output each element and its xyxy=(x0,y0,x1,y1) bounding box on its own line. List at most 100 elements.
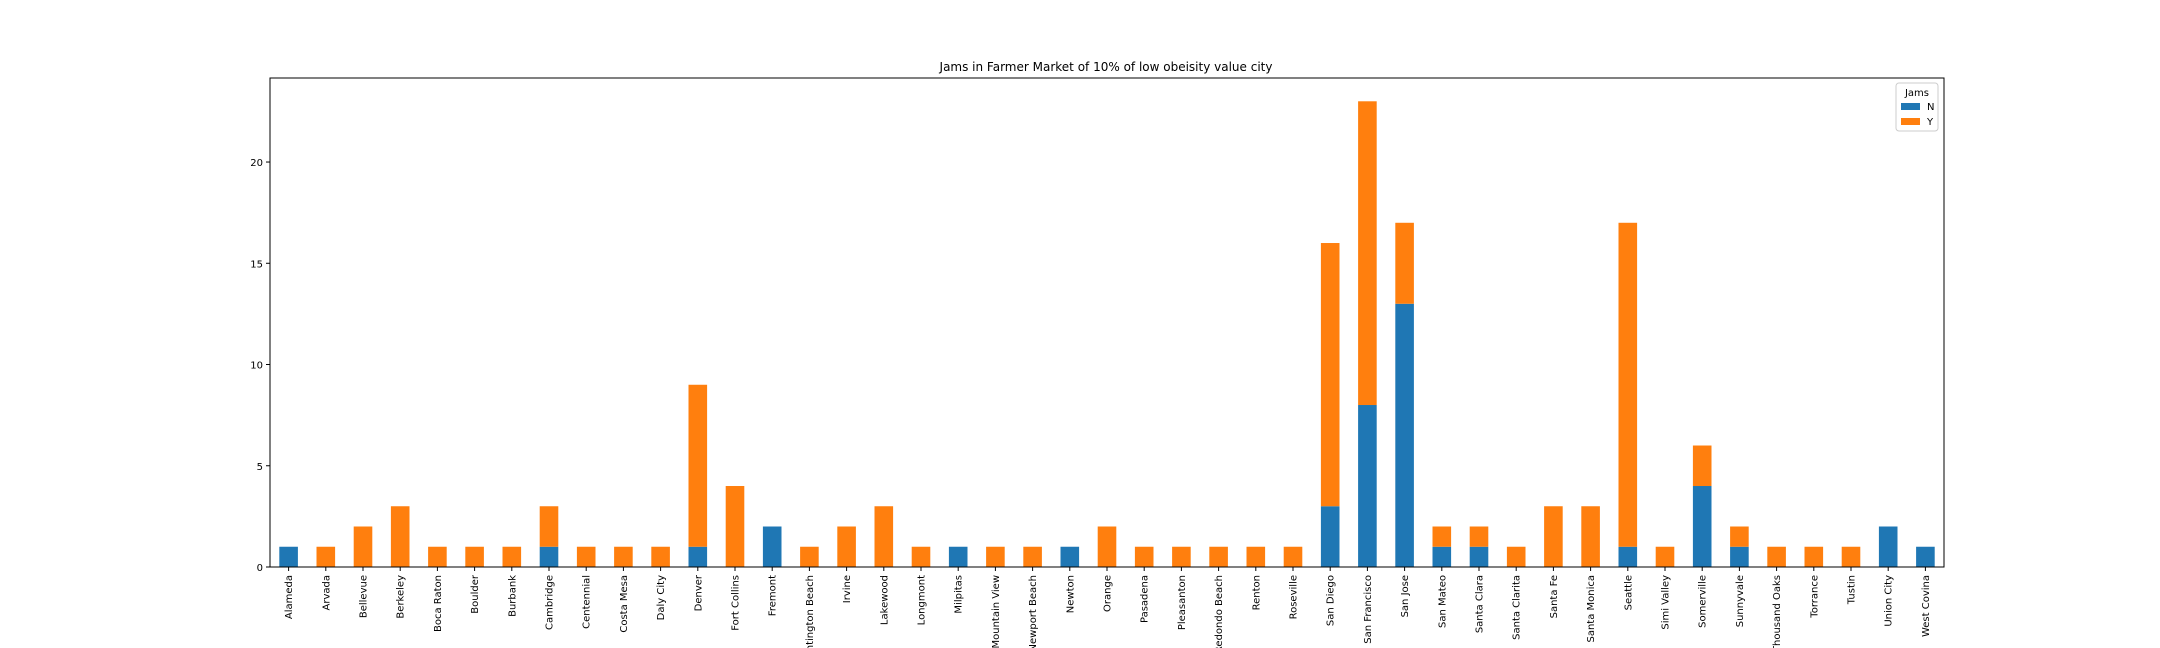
bar-san-mateo-n xyxy=(1432,546,1452,567)
x-tick-label-arvada: Arvada xyxy=(321,575,332,610)
x-tick-label-fremont: Fremont xyxy=(768,575,779,616)
x-tick-label-huntington-beach: Huntington Beach xyxy=(805,575,816,648)
x-tick-label-union-city: Union City xyxy=(1884,575,1895,627)
x-tick-label-seattle: Seattle xyxy=(1623,575,1634,610)
bar-somerville-n xyxy=(1692,486,1712,567)
bar-boulder-y xyxy=(465,546,484,567)
x-tick-label-alameda: Alameda xyxy=(284,575,295,619)
bar-bellevue-y xyxy=(353,526,373,567)
x-tick-label-san-mateo: San Mateo xyxy=(1437,575,1448,628)
bar-santa-clara-n xyxy=(1469,546,1489,567)
x-tick-label-irvine: Irvine xyxy=(842,575,853,603)
bar-santa-fe-y xyxy=(1544,506,1563,567)
bar-thousand-oaks-y xyxy=(1767,546,1786,567)
bar-simi-valley-y xyxy=(1655,546,1675,567)
bar-centennial-y xyxy=(576,546,596,567)
x-tick-label-lakewood: Lakewood xyxy=(879,575,890,625)
x-tick-label-san-francisco: San Francisco xyxy=(1363,575,1374,644)
x-tick-label-boca-raton: Boca Raton xyxy=(433,575,444,632)
bar-seattle-n xyxy=(1618,546,1638,567)
bar-san-francisco-n xyxy=(1358,405,1377,567)
bar-denver-n xyxy=(688,546,708,567)
y-tick-label-20: 20 xyxy=(250,158,263,169)
legend-title: Jams xyxy=(1904,88,1929,99)
bar-san-diego-n xyxy=(1320,506,1340,567)
bar-santa-clara-y xyxy=(1469,526,1489,547)
bar-milpitas-n xyxy=(948,546,968,567)
bar-sunnyvale-y xyxy=(1730,526,1749,547)
bar-denver-y xyxy=(688,384,708,547)
x-tick-label-longmont: Longmont xyxy=(917,575,928,625)
bar-arvada-y xyxy=(316,546,336,567)
y-tick-label-15: 15 xyxy=(250,259,263,270)
x-tick-label-simi-valley: Simi Valley xyxy=(1661,575,1672,630)
x-tick-label-newton: Newton xyxy=(1065,575,1076,613)
x-tick-label-orange: Orange xyxy=(1103,575,1114,612)
x-tick-label-centennial: Centennial xyxy=(582,575,593,629)
x-tick-label-somerville: Somerville xyxy=(1698,575,1709,628)
bar-mountain-view-y xyxy=(986,546,1005,567)
y-tick-label-10: 10 xyxy=(250,361,263,372)
legend-swatch-y xyxy=(1901,118,1920,125)
x-tick-label-boulder: Boulder xyxy=(470,574,481,614)
x-tick-label-milpitas: Milpitas xyxy=(954,575,965,614)
bar-burbank-y xyxy=(502,546,522,567)
bar-santa-monica-y xyxy=(1581,506,1600,567)
x-tick-label-denver: Denver xyxy=(693,574,704,611)
bar-seattle-y xyxy=(1618,222,1638,547)
x-tick-label-west-covina: West Covina xyxy=(1921,575,1932,637)
bar-santa-clarita-y xyxy=(1506,546,1526,567)
bar-torrance-y xyxy=(1804,546,1824,567)
bar-redondo-beach-y xyxy=(1209,546,1228,567)
bar-san-diego-y xyxy=(1320,243,1340,507)
bar-san-jose-n xyxy=(1395,303,1414,567)
legend-swatch-n xyxy=(1901,103,1920,110)
bar-tustin-y xyxy=(1841,546,1861,567)
bar-west-covina-n xyxy=(1916,546,1935,567)
bar-irvine-y xyxy=(837,526,856,567)
x-tick-label-thousand-oaks: Thousand Oaks xyxy=(1772,575,1783,648)
bar-san-jose-y xyxy=(1395,222,1414,304)
bar-alameda-n xyxy=(279,546,298,567)
bar-costa-mesa-y xyxy=(614,546,633,567)
bar-fort-collins-y xyxy=(725,486,745,567)
legend: Jams N Y xyxy=(1895,82,1939,132)
x-tick-label-costa-mesa: Costa Mesa xyxy=(619,575,630,633)
bar-huntington-beach-y xyxy=(800,546,819,567)
bars-group xyxy=(279,101,1935,567)
legend-label-n: N xyxy=(1927,102,1934,113)
bar-boca-raton-y xyxy=(428,546,447,567)
x-tick-label-mountain-view: Mountain View xyxy=(991,575,1002,648)
x-tick-label-sunnyvale: Sunnyvale xyxy=(1735,575,1746,627)
bar-daly-city-y xyxy=(651,546,670,567)
x-tick-label-san-diego: San Diego xyxy=(1326,575,1337,626)
x-tick-label-daly-city: Daly City xyxy=(656,575,667,620)
x-tick-label-santa-clarita: Santa Clarita xyxy=(1512,575,1523,640)
x-tick-label-newport-beach: Newport Beach xyxy=(1028,575,1039,648)
bar-newport-beach-y xyxy=(1023,546,1042,567)
x-tick-label-santa-clara: Santa Clara xyxy=(1475,575,1486,633)
x-tick-label-pasadena: Pasadena xyxy=(1140,575,1151,623)
x-tick-label-berkeley: Berkeley xyxy=(396,575,407,619)
y-tick-label-0: 0 xyxy=(257,563,263,574)
x-tick-label-burbank: Burbank xyxy=(507,575,518,617)
y-tick-label-5: 5 xyxy=(257,462,263,473)
x-tick-label-roseville: Roseville xyxy=(1289,575,1300,619)
x-tick-label-bellevue: Bellevue xyxy=(359,575,370,618)
bar-cambridge-y xyxy=(539,506,559,547)
bar-sunnyvale-n xyxy=(1730,546,1749,567)
chart-title: Jams in Farmer Market of 10% of low obei… xyxy=(939,60,1273,74)
y-axis: 0 5 10 15 20 xyxy=(250,158,270,574)
bar-longmont-y xyxy=(911,546,931,567)
bar-san-francisco-y xyxy=(1358,101,1377,406)
x-tick-label-santa-fe: Santa Fe xyxy=(1549,575,1560,618)
x-tick-label-san-jose: San Jose xyxy=(1400,575,1411,617)
bar-roseville-y xyxy=(1283,546,1303,567)
x-tick-label-redondo-beach: Redondo Beach xyxy=(1214,575,1225,648)
x-tick-label-pleasanton: Pleasanton xyxy=(1177,575,1188,630)
bar-somerville-y xyxy=(1692,445,1712,487)
bar-cambridge-n xyxy=(539,546,559,567)
bar-lakewood-y xyxy=(874,506,894,567)
x-tick-label-fort-collins: Fort Collins xyxy=(731,575,742,631)
